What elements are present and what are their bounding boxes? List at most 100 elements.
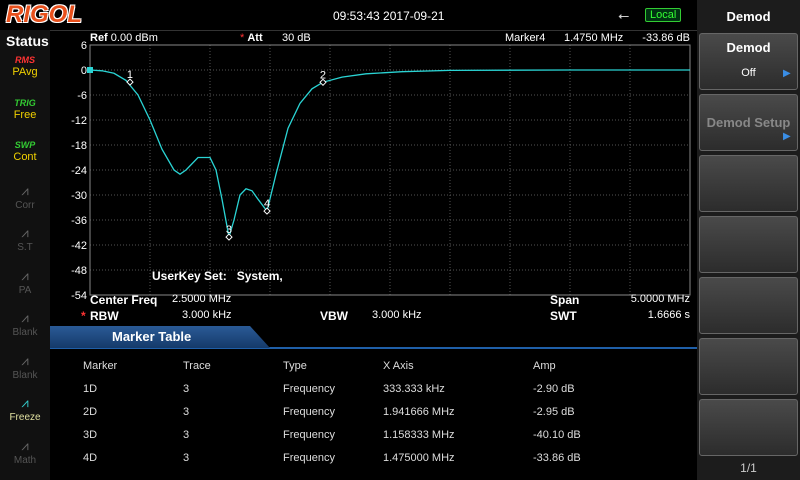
setting-name: VBW: [320, 309, 348, 323]
att-label: * Att: [240, 32, 263, 44]
ref-name: Ref: [90, 32, 108, 44]
y-tick-label: 0: [81, 65, 87, 77]
status-icon: ⩘: [21, 267, 29, 283]
marker-label: 3: [226, 224, 232, 236]
table-cell: 2D: [83, 406, 98, 418]
table-cell: 3: [183, 452, 190, 464]
status-label: PA: [18, 284, 32, 296]
table-cell: 1.158333 MHz: [383, 429, 455, 441]
datetime: 09:53:43 2017-09-21: [333, 9, 445, 23]
setting-value: 2.5000 MHz: [172, 293, 232, 305]
table-cell: -40.10 dB: [533, 429, 581, 441]
top-bar: [0, 0, 697, 31]
marker-name: Marker4: [505, 32, 546, 44]
marker-table-tab[interactable]: Marker Table: [50, 326, 270, 348]
softkey-label: Demod Setup: [706, 115, 791, 130]
table-cell: Frequency: [283, 406, 335, 418]
setting-name: SWT: [550, 309, 577, 323]
trace-start: [87, 67, 93, 73]
table-cell: -33.86 dB: [533, 452, 581, 464]
softkey[interactable]: [699, 94, 798, 151]
setting-value: 3.000 kHz: [372, 309, 422, 321]
tab-line: [50, 347, 697, 349]
marker: [263, 207, 271, 215]
status-icon: ⩘: [21, 182, 29, 198]
table-cell: -2.90 dB: [533, 383, 575, 395]
local-button[interactable]: Local: [645, 8, 682, 22]
table-header: Amp: [533, 360, 556, 372]
table-header: Type: [283, 360, 307, 372]
marker-label: 4: [264, 198, 270, 210]
y-tick-label: -30: [71, 190, 87, 202]
annotation: UserKey Set: System,: [152, 269, 283, 283]
status-label: Corr: [15, 199, 35, 211]
softkey-label: Demod: [726, 40, 771, 55]
table-cell: Frequency: [283, 429, 335, 441]
status-icon: ⩘: [21, 395, 29, 410]
y-tick-label: -42: [71, 240, 87, 252]
softkey-state: Off: [741, 67, 756, 79]
softkey[interactable]: [699, 399, 798, 456]
table-header: X Axis: [383, 360, 414, 372]
table-cell: 1.475000 MHz: [383, 452, 455, 464]
y-tick-label: -6: [77, 90, 87, 102]
status-label: Cont: [13, 151, 37, 163]
marker: [225, 233, 233, 241]
setting-name: Span: [550, 293, 580, 307]
status-icon: ⩘: [21, 225, 29, 240]
status-label: Free: [13, 108, 37, 121]
table-header: Marker: [83, 360, 118, 372]
table-cell: -2.95 dB: [533, 406, 575, 418]
softkey-title: Demod: [726, 9, 771, 24]
setting-name: Center Freq: [90, 293, 158, 307]
setting-name: RBW: [90, 309, 119, 323]
arrow: ▶: [783, 68, 791, 79]
table-cell: 3: [183, 429, 190, 441]
marker-label: 1: [127, 69, 133, 81]
softkey[interactable]: [699, 33, 798, 90]
setting-flag: *: [81, 309, 86, 323]
status-icon: ⩘: [21, 437, 29, 453]
softkey[interactable]: [699, 216, 798, 273]
setting-value: 5.0000 MHz: [630, 293, 690, 305]
softkey[interactable]: [699, 155, 798, 212]
table-cell: 4D: [83, 452, 98, 464]
y-tick-label: -36: [71, 215, 87, 227]
table-cell: 3D: [83, 429, 98, 441]
status-tag: RMS: [15, 55, 35, 65]
softkey[interactable]: [699, 338, 798, 395]
status-label: Blank: [12, 327, 38, 338]
ref-value: 0.00 dBm: [110, 32, 158, 44]
marker: [126, 78, 134, 86]
table-cell: 1D: [83, 383, 98, 395]
status-title: Status: [6, 33, 49, 49]
setting-value: 3.000 kHz: [182, 309, 232, 321]
status-label: Math: [13, 454, 37, 466]
table-cell: 1.941666 MHz: [383, 406, 455, 418]
y-tick-label: -54: [71, 290, 87, 302]
table-cell: 3: [183, 406, 190, 418]
table-cell: 333.333 kHz: [383, 383, 445, 395]
marker-amp: -33.86 dB: [642, 32, 690, 44]
att-name: Att: [247, 32, 263, 44]
page-indicator: 1/1: [740, 461, 757, 475]
table-cell: 3: [183, 383, 190, 395]
plot-frame: [89, 44, 691, 296]
softkey[interactable]: [699, 277, 798, 334]
table-cell: Frequency: [283, 383, 335, 395]
status-label: Freeze: [9, 412, 41, 423]
status-icon: ⩘: [21, 352, 29, 368]
setting-value: 1.6666 s: [647, 309, 690, 321]
arrow: ▶: [783, 131, 791, 142]
marker-x: 1.4750 MHz: [564, 32, 624, 44]
ref-label: Ref 0.00 dBm: [90, 32, 158, 44]
marker-label: 2: [320, 69, 326, 81]
logo: RIGOL: [6, 1, 82, 28]
usb-icon: ⭠: [618, 7, 630, 23]
trace: [89, 69, 690, 238]
y-tick-label: -18: [71, 140, 87, 152]
marker: [319, 78, 327, 86]
status-panel: [0, 30, 50, 480]
att-value: 30 dB: [282, 32, 311, 44]
